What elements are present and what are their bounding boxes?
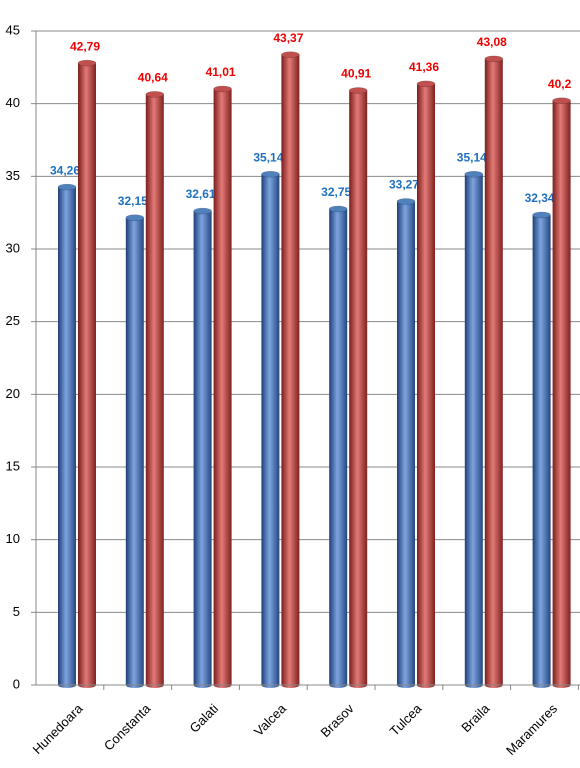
bar-body [125, 217, 144, 685]
bar-cap [532, 211, 551, 219]
y-tick-label: 10 [6, 531, 20, 546]
value-label: 34,26 [50, 163, 80, 177]
bar [77, 59, 97, 688]
bar [281, 51, 300, 688]
bar-cap [57, 183, 77, 191]
y-tick-label: 20 [6, 386, 20, 401]
y-tick-label: 25 [6, 313, 20, 328]
value-label: 40,91 [341, 67, 371, 81]
bar [125, 214, 145, 688]
bar [396, 198, 416, 688]
bar-body [78, 63, 96, 686]
bar-body [281, 54, 300, 686]
bar-cap [464, 171, 484, 178]
bar-cap [328, 205, 348, 213]
bar-body [464, 174, 483, 686]
value-label: 40,2 [548, 77, 572, 91]
bar-cap [484, 55, 504, 63]
bar-body [58, 187, 76, 685]
value-label: 35,14 [457, 150, 487, 164]
bar-body [552, 100, 571, 685]
value-label: 32,75 [321, 185, 351, 199]
value-label: 43,08 [477, 35, 507, 49]
bar [552, 97, 571, 688]
value-label: 32,34 [525, 191, 555, 205]
bar-cap [552, 97, 571, 105]
value-label: 32,15 [118, 194, 148, 208]
bar-cap [416, 80, 436, 88]
x-tick-label: Hunedoara [29, 700, 86, 757]
bar-cap [193, 207, 212, 215]
y-tick-label: 40 [6, 95, 20, 110]
value-label: 42,79 [70, 39, 100, 53]
x-tick-label: Braila [458, 700, 493, 735]
bar-body [329, 209, 348, 686]
value-label: 32,61 [186, 187, 216, 201]
x-tick-label: Brasov [318, 701, 358, 741]
y-tick-label: 30 [6, 240, 20, 255]
bar-cap [213, 85, 232, 93]
y-tick-label: 5 [13, 604, 20, 619]
bar-cap [281, 51, 300, 58]
bar [145, 91, 165, 688]
bar-cap [348, 87, 368, 94]
x-tick-label: Tulcea [387, 700, 425, 738]
y-tick-label: 45 [6, 22, 20, 37]
bar-body [213, 88, 232, 686]
y-tick-label: 15 [6, 458, 20, 473]
bar [328, 205, 348, 688]
bar-body [193, 211, 212, 685]
y-tick-label: 0 [13, 676, 20, 691]
bar-cap [261, 171, 280, 178]
bar-cap [145, 91, 165, 98]
bar [484, 55, 504, 688]
value-label: 43,37 [273, 31, 303, 45]
bar [57, 183, 77, 688]
value-label: 41,36 [409, 60, 439, 74]
bar [416, 80, 436, 688]
value-label: 41,01 [206, 65, 236, 79]
value-label: 33,27 [389, 178, 419, 192]
bar [213, 85, 232, 688]
bar [193, 207, 212, 688]
bar-body [145, 94, 164, 685]
bar-cap [77, 59, 97, 67]
x-tick-label: Maramures [503, 701, 560, 758]
bar [532, 211, 551, 688]
value-label: 35,14 [253, 150, 283, 164]
x-tick-label: Valcea [251, 700, 290, 739]
bar [464, 171, 484, 688]
bar-body [417, 83, 435, 685]
bar-body [484, 58, 503, 686]
bar-cap [125, 214, 145, 222]
bar-body [349, 90, 368, 685]
bar [261, 171, 280, 688]
x-tick-label: Galati [187, 701, 222, 736]
x-tick-label: Constanta [101, 700, 154, 753]
bar [348, 87, 368, 688]
value-label: 40,64 [138, 71, 168, 85]
bar-body [261, 174, 280, 686]
bar-cap [396, 198, 416, 205]
y-tick-label: 35 [6, 168, 20, 183]
bar-body [532, 214, 551, 685]
bar-body [397, 201, 415, 685]
